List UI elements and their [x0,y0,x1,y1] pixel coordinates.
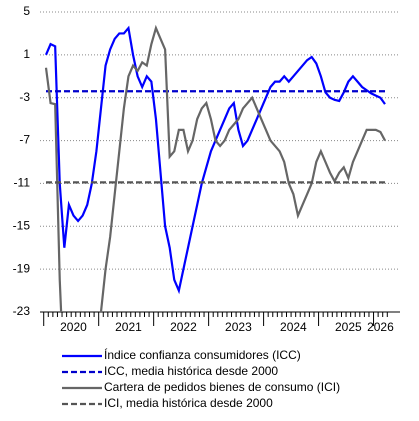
legend-label: Índice confianza consumidores (ICC) [104,347,301,362]
y-tick-label: 5 [23,4,30,18]
legend-label: ICI, media histórica desde 2000 [104,396,273,410]
x-tick-label: 2022 [170,320,197,334]
y-tick-label: 1 [23,47,30,61]
y-tick-label: -19 [13,261,31,275]
y-tick-label: -3 [19,90,30,104]
x-tick-label: 2025 [335,320,362,334]
plot-area [44,24,386,312]
y-tick-label: -7 [19,133,30,147]
y-tick-label: -11 [14,176,31,190]
legend-label: ICC, media histórica desde 2000 [104,364,278,378]
y-tick-label: -23 [13,304,31,318]
x-tick-label: 2024 [280,320,307,334]
series-line [44,24,386,312]
legend-label: Cartera de pedidos bienes de consumo (IC… [104,380,340,394]
x-tick-label: 2021 [115,320,142,334]
series-line [44,25,386,295]
x-tick-label: 2023 [225,320,252,334]
x-tick-label: 2020 [60,320,87,334]
y-tick-label: -15 [13,218,31,232]
x-tick-label: 2026 [367,320,394,334]
